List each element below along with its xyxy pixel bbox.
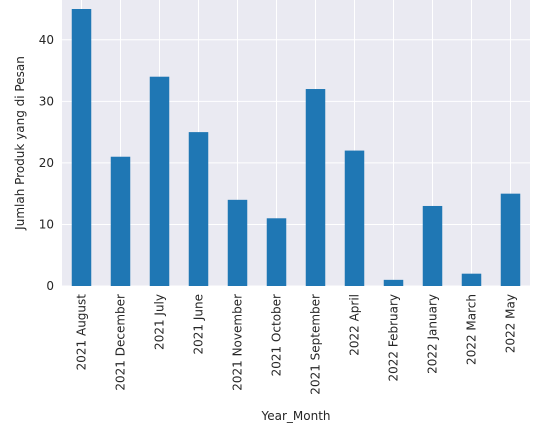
bar [422,205,443,286]
x-tick-label: 2021 November [231,294,245,391]
y-axis-label: Jumlah Produk yang di Pesan [13,56,27,231]
bars [71,9,521,287]
bar [461,273,482,286]
x-tick-label: 2021 July [153,294,167,350]
y-tick-label: 40 [39,33,54,47]
y-tick-label: 10 [39,217,54,231]
bar [227,199,248,286]
y-tick-label: 20 [39,156,54,170]
x-tick-label: 2022 January [426,294,440,374]
plot-area [62,0,530,286]
bar [383,279,404,286]
x-tick-label: 2022 March [465,294,479,365]
y-tick-label: 30 [39,94,54,108]
bar [344,150,365,286]
x-tick-label: 2022 May [504,294,518,353]
x-tick-label: 2021 October [270,294,284,376]
x-axis-label: Year_Month [260,409,330,423]
x-tick-label: 2021 August [75,294,89,371]
x-tick-label: 2021 June [192,294,206,355]
x-tick-label: 2022 February [387,294,401,382]
x-tick-label: 2021 September [309,294,323,395]
bar [149,76,170,286]
bar [266,218,287,286]
bar [188,132,209,286]
bar [71,9,92,286]
x-tick-label: 2021 December [114,294,128,391]
x-tick-label: 2022 April [348,294,362,356]
bar [500,193,521,286]
bar [305,89,326,287]
y-tick-label: 0 [46,279,54,293]
y-axis-ticks: 0 10 20 30 40 [39,33,54,293]
bar [110,156,131,286]
x-axis-ticks: 2021 August 2021 December 2021 July 2021 Ju… [75,294,518,395]
